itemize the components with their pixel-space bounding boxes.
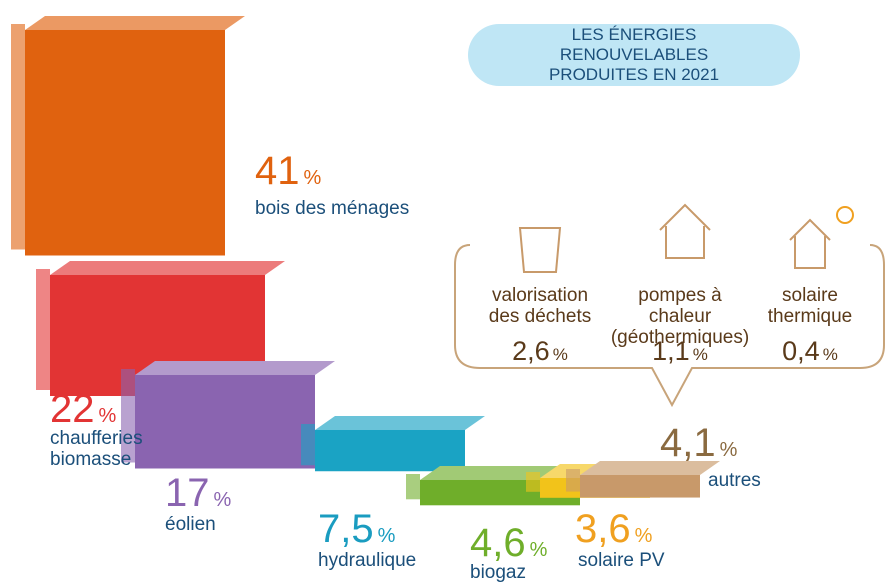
block-top — [50, 261, 285, 275]
block — [580, 475, 700, 498]
unit: % — [720, 439, 738, 461]
chart — [0, 0, 894, 583]
value-label: 4,1% — [660, 422, 737, 471]
category-label: solaire PV — [578, 550, 698, 571]
category-label: chaufferies biomasse — [50, 428, 170, 470]
unit: % — [214, 489, 232, 511]
value: 1,1 — [652, 336, 690, 366]
block-top — [25, 16, 245, 30]
category-label: éolien — [165, 514, 285, 535]
breakdown-value: 1,1% — [630, 336, 730, 367]
chart-title: LES ÉNERGIES RENOUVELABLES PRODUITES EN … — [468, 24, 800, 86]
value: 22 — [50, 387, 95, 431]
breakdown-value: 2,6% — [490, 336, 590, 367]
block-side — [301, 424, 315, 465]
category-label: bois des ménages — [255, 198, 455, 219]
block-side — [566, 469, 580, 492]
unit: % — [304, 167, 322, 189]
block — [315, 430, 465, 471]
category-label: autres — [708, 470, 798, 491]
unit: % — [530, 539, 548, 561]
breakdown-label: valorisation des déchets — [485, 285, 595, 327]
value-label: 41% — [255, 150, 321, 199]
unit: % — [99, 405, 117, 427]
value: 3,6 — [575, 507, 631, 551]
value: 0,4 — [782, 336, 820, 366]
value: 4,6 — [470, 521, 526, 565]
icons — [520, 205, 853, 272]
category-label: hydraulique — [318, 550, 458, 571]
block-side — [11, 24, 25, 250]
unit: % — [378, 525, 396, 547]
breakdown-label: solaire thermique — [765, 285, 855, 327]
value: 17 — [165, 471, 210, 515]
value: 4,1 — [660, 421, 716, 465]
category-label: biogaz — [470, 562, 560, 583]
block-top — [315, 416, 485, 430]
value: 7,5 — [318, 507, 374, 551]
breakdown-value: 0,4% — [760, 336, 860, 367]
unit: % — [823, 345, 838, 364]
unit: % — [635, 525, 653, 547]
block-side — [36, 269, 50, 390]
unit: % — [553, 345, 568, 364]
block-top — [135, 361, 335, 375]
value: 41 — [255, 149, 300, 193]
infographic: LES ÉNERGIES RENOUVELABLES PRODUITES EN … — [0, 0, 894, 583]
unit: % — [693, 345, 708, 364]
block-side — [526, 472, 540, 492]
block-side — [406, 474, 420, 499]
block — [25, 30, 225, 256]
value: 2,6 — [512, 336, 550, 366]
